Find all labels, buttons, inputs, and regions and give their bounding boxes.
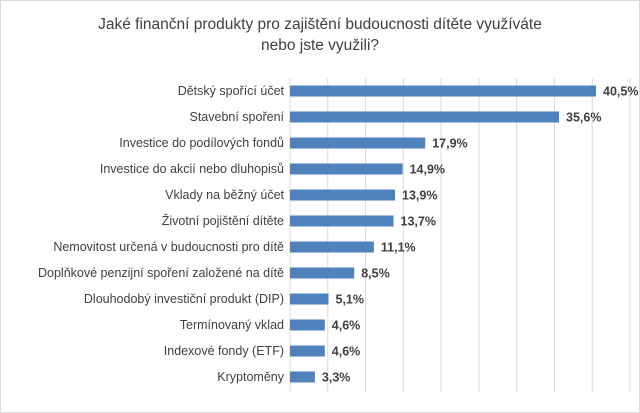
bar bbox=[290, 85, 596, 97]
bar bbox=[290, 267, 355, 279]
value-label: 17,9% bbox=[432, 137, 467, 151]
category-label: Doplňkové penzijní spoření založené na d… bbox=[38, 266, 284, 280]
category-label: Indexové fondy (ETF) bbox=[164, 344, 284, 358]
bar bbox=[290, 293, 329, 305]
chart-title-line-1: Jaké finanční produkty pro zajištění bud… bbox=[98, 16, 542, 33]
bar bbox=[290, 137, 426, 149]
category-labels: Dětský spořící účet Stavební spoření Inves… bbox=[38, 84, 285, 384]
value-label: 8,5% bbox=[361, 267, 390, 281]
category-label: Nemovitost určená v budoucnosti pro dítě bbox=[53, 240, 284, 254]
value-label: 35,6% bbox=[566, 111, 601, 125]
chart-title-line-2: nebo jste využili? bbox=[260, 37, 380, 54]
bar bbox=[290, 163, 403, 175]
bar bbox=[290, 241, 374, 253]
bar bbox=[290, 371, 315, 383]
category-label: Stavební spoření bbox=[189, 110, 284, 124]
gridlines bbox=[289, 78, 631, 392]
category-label: Životní pojištění dítěte bbox=[162, 213, 284, 228]
category-label: Termínovaný vklad bbox=[180, 318, 284, 332]
value-label: 13,9% bbox=[402, 189, 437, 203]
category-label: Vklady na běžný účet bbox=[165, 188, 284, 202]
category-label: Dlouhodobý investiční produkt (DIP) bbox=[84, 292, 284, 306]
bar bbox=[290, 189, 395, 201]
bar bbox=[290, 215, 394, 227]
value-label: 4,6% bbox=[332, 319, 361, 333]
bar bbox=[290, 111, 559, 123]
value-label: 11,1% bbox=[381, 241, 416, 255]
bars bbox=[290, 85, 596, 383]
chart-title: Jaké finanční produkty pro zajištění bud… bbox=[0, 14, 640, 56]
category-label: Kryptoměny bbox=[217, 370, 284, 384]
value-label: 13,7% bbox=[401, 215, 436, 229]
value-label: 3,3% bbox=[322, 371, 351, 385]
value-label: 14,9% bbox=[410, 163, 445, 177]
value-labels: 40,5%35,6% 17,9% 14,9% 13,9% 13,7% 11,1% 8,5% 5… bbox=[322, 85, 639, 385]
category-label: Dětský spořící účet bbox=[178, 84, 285, 98]
category-label: Investice do podílových fondů bbox=[119, 136, 284, 150]
bar bbox=[290, 345, 325, 357]
value-label: 5,1% bbox=[336, 293, 365, 307]
bar bbox=[290, 319, 325, 331]
category-label: Investice do akcií nebo dluhopisů bbox=[100, 162, 284, 176]
value-label: 4,6% bbox=[332, 345, 361, 359]
value-label: 40,5% bbox=[603, 85, 638, 99]
